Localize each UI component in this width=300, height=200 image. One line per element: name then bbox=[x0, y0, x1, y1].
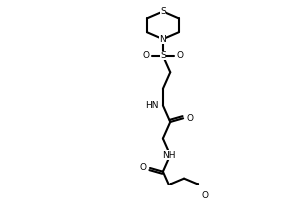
Text: O: O bbox=[187, 114, 194, 123]
Text: O: O bbox=[202, 191, 209, 200]
Text: O: O bbox=[142, 51, 149, 60]
Text: O: O bbox=[140, 163, 147, 172]
Text: NH: NH bbox=[162, 151, 175, 160]
Text: O: O bbox=[177, 51, 184, 60]
Text: S: S bbox=[160, 51, 166, 60]
Text: S: S bbox=[160, 7, 166, 16]
Text: N: N bbox=[160, 35, 166, 44]
Text: HN: HN bbox=[145, 101, 158, 110]
